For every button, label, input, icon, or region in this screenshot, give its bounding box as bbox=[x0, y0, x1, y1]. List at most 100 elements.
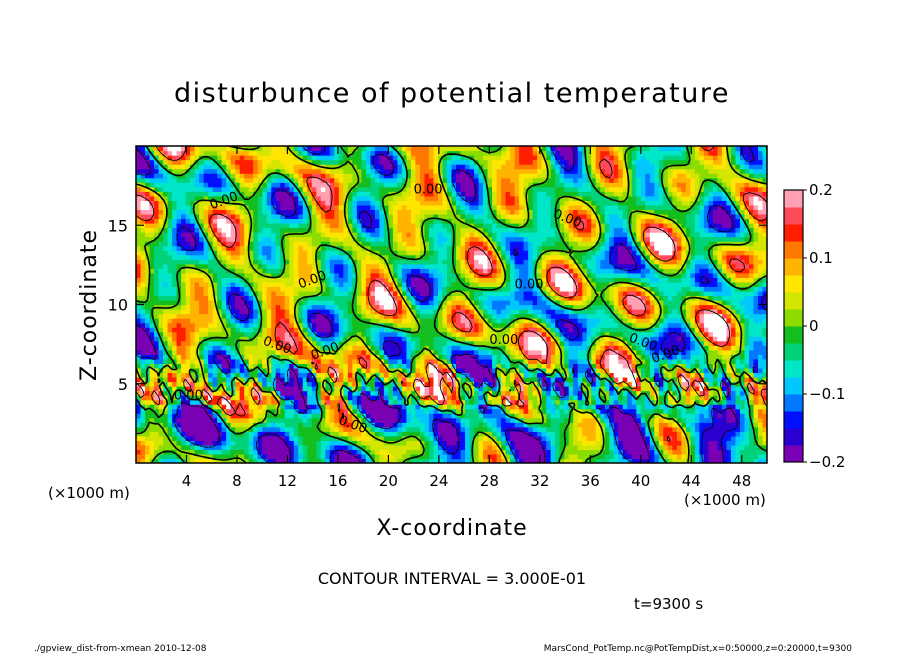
heatmap-cell bbox=[280, 386, 286, 392]
heatmap-cell bbox=[712, 372, 719, 378]
heatmap-cell bbox=[352, 318, 358, 324]
heatmap-cell bbox=[343, 358, 349, 364]
heatmap-cell bbox=[190, 354, 196, 360]
heatmap-cell bbox=[433, 367, 439, 374]
heatmap-cell bbox=[573, 422, 579, 428]
heatmap-cell bbox=[582, 331, 588, 337]
heatmap-cell bbox=[298, 349, 304, 355]
heatmap-cell bbox=[221, 440, 227, 446]
heatmap-cell bbox=[636, 453, 642, 460]
heatmap-cell bbox=[681, 449, 687, 455]
heatmap-cell bbox=[519, 413, 525, 419]
heatmap-cell bbox=[203, 417, 209, 423]
heatmap-cell bbox=[343, 444, 349, 451]
heatmap-cell bbox=[604, 354, 610, 360]
heatmap-cell bbox=[555, 349, 561, 355]
heatmap-cell bbox=[721, 395, 728, 401]
heatmap-cell bbox=[514, 367, 520, 374]
heatmap-cell bbox=[415, 340, 421, 346]
heatmap-cell bbox=[185, 327, 191, 333]
heatmap-cell bbox=[433, 426, 439, 432]
heatmap-cell bbox=[370, 322, 376, 328]
heatmap-cell bbox=[451, 453, 457, 460]
heatmap-cell bbox=[329, 299, 335, 306]
heatmap-cell bbox=[456, 318, 462, 324]
heatmap-cell bbox=[640, 422, 646, 428]
heatmap-cell bbox=[568, 381, 574, 387]
heatmap-cell bbox=[564, 453, 570, 460]
heatmap-cell bbox=[744, 345, 750, 351]
heatmap-cell bbox=[600, 358, 606, 364]
heatmap-cell bbox=[383, 426, 389, 432]
heatmap-cell bbox=[699, 458, 705, 463]
heatmap-cell bbox=[487, 449, 493, 455]
heatmap-cell bbox=[158, 304, 164, 310]
heatmap-cell bbox=[154, 336, 160, 342]
heatmap-cell bbox=[496, 336, 502, 342]
heatmap-cell bbox=[262, 399, 268, 405]
heatmap-cell bbox=[730, 327, 737, 333]
heatmap-cell bbox=[154, 354, 160, 360]
heatmap-cell bbox=[199, 354, 205, 360]
heatmap-cell bbox=[636, 440, 642, 446]
heatmap-cell bbox=[532, 354, 538, 360]
heatmap-cell bbox=[645, 431, 651, 437]
heatmap-cell bbox=[212, 358, 218, 364]
heatmap-cell bbox=[149, 404, 155, 410]
heatmap-cell bbox=[501, 313, 507, 319]
heatmap-cell bbox=[514, 408, 520, 414]
heatmap-cell bbox=[676, 458, 682, 463]
heatmap-cell bbox=[510, 363, 516, 369]
heatmap-cell bbox=[496, 313, 502, 319]
heatmap-cell bbox=[753, 345, 759, 351]
heatmap-cell bbox=[501, 309, 507, 315]
heatmap-cell bbox=[325, 408, 331, 414]
heatmap-cell bbox=[541, 417, 547, 423]
heatmap-cell bbox=[514, 404, 520, 410]
heatmap-cell bbox=[307, 363, 313, 369]
heatmap-cell bbox=[212, 372, 218, 378]
heatmap-cell bbox=[519, 390, 525, 396]
heatmap-cell bbox=[649, 349, 655, 355]
heatmap-cell bbox=[478, 453, 484, 460]
heatmap-cell bbox=[190, 390, 196, 396]
heatmap-cell bbox=[316, 440, 322, 446]
heatmap-cell bbox=[149, 327, 155, 333]
heatmap-cell bbox=[298, 304, 304, 310]
heatmap-cell bbox=[712, 304, 719, 310]
heatmap-cell bbox=[703, 458, 710, 463]
heatmap-cell bbox=[478, 309, 484, 315]
heatmap-cell bbox=[257, 449, 263, 455]
heatmap-cell bbox=[694, 449, 700, 455]
heatmap-cell bbox=[176, 440, 182, 446]
heatmap-cell bbox=[501, 336, 507, 342]
heatmap-cell bbox=[167, 372, 173, 378]
heatmap-cell bbox=[163, 408, 169, 414]
heatmap-cell bbox=[699, 327, 705, 333]
heatmap-cell bbox=[604, 318, 610, 324]
heatmap-cell bbox=[541, 349, 547, 355]
heatmap-cell bbox=[541, 313, 547, 319]
heatmap-cell bbox=[365, 408, 371, 414]
heatmap-cell bbox=[712, 426, 719, 432]
heatmap-cell bbox=[185, 426, 191, 432]
heatmap-cell bbox=[190, 358, 196, 364]
heatmap-cell bbox=[703, 376, 710, 383]
heatmap-cell bbox=[492, 431, 498, 437]
heatmap-cell bbox=[757, 318, 764, 324]
heatmap-cell bbox=[167, 422, 173, 428]
heatmap-cell bbox=[735, 363, 741, 369]
heatmap-cell bbox=[577, 376, 583, 383]
heatmap-cell bbox=[158, 444, 164, 451]
heatmap-cell bbox=[433, 404, 439, 410]
heatmap-cell bbox=[181, 435, 187, 441]
heatmap-cell bbox=[194, 422, 200, 428]
heatmap-cell bbox=[199, 440, 205, 446]
heatmap-cell bbox=[208, 422, 214, 428]
heatmap-cell bbox=[573, 304, 579, 310]
heatmap-cell bbox=[140, 358, 146, 364]
heatmap-cell bbox=[564, 431, 570, 437]
heatmap-cell bbox=[708, 404, 714, 410]
heatmap-cell bbox=[329, 453, 335, 460]
heatmap-cell bbox=[293, 376, 299, 383]
